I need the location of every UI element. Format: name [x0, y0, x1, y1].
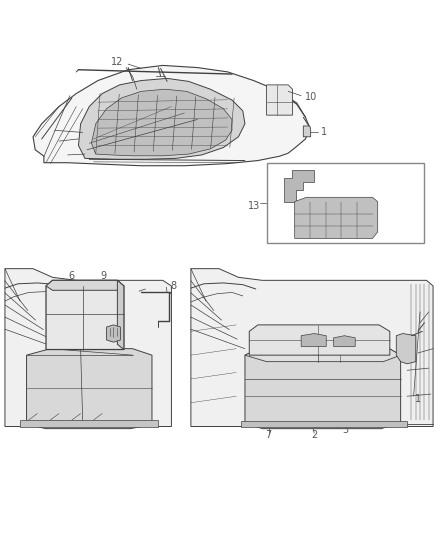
Text: 7: 7 [265, 430, 272, 440]
Polygon shape [334, 336, 355, 346]
Text: 5: 5 [29, 401, 35, 411]
Polygon shape [92, 89, 232, 156]
Text: 4: 4 [384, 413, 390, 423]
Polygon shape [267, 85, 293, 115]
Text: 13: 13 [248, 201, 260, 211]
Polygon shape [284, 171, 314, 201]
Text: 3: 3 [342, 424, 348, 434]
Polygon shape [245, 345, 401, 429]
Polygon shape [46, 280, 124, 350]
Text: 10: 10 [304, 92, 317, 102]
Polygon shape [191, 269, 433, 426]
Polygon shape [117, 280, 124, 350]
Text: 11: 11 [107, 310, 120, 320]
Polygon shape [301, 334, 326, 346]
Text: 1: 1 [321, 126, 327, 136]
Polygon shape [27, 349, 152, 429]
Polygon shape [304, 126, 311, 137]
Text: 12: 12 [111, 58, 123, 67]
Polygon shape [33, 66, 310, 166]
Polygon shape [295, 197, 378, 238]
Text: 6: 6 [68, 271, 74, 281]
Polygon shape [249, 325, 390, 355]
Text: 1: 1 [415, 394, 421, 404]
Bar [267, 163, 424, 243]
Polygon shape [46, 280, 124, 290]
Polygon shape [78, 78, 245, 159]
Polygon shape [5, 269, 171, 426]
Text: 8: 8 [170, 281, 177, 291]
Text: 2: 2 [311, 430, 317, 440]
Polygon shape [240, 421, 407, 427]
Polygon shape [396, 334, 416, 364]
Polygon shape [106, 325, 120, 342]
Polygon shape [245, 345, 401, 361]
Polygon shape [20, 420, 159, 426]
Text: 9: 9 [100, 271, 106, 281]
